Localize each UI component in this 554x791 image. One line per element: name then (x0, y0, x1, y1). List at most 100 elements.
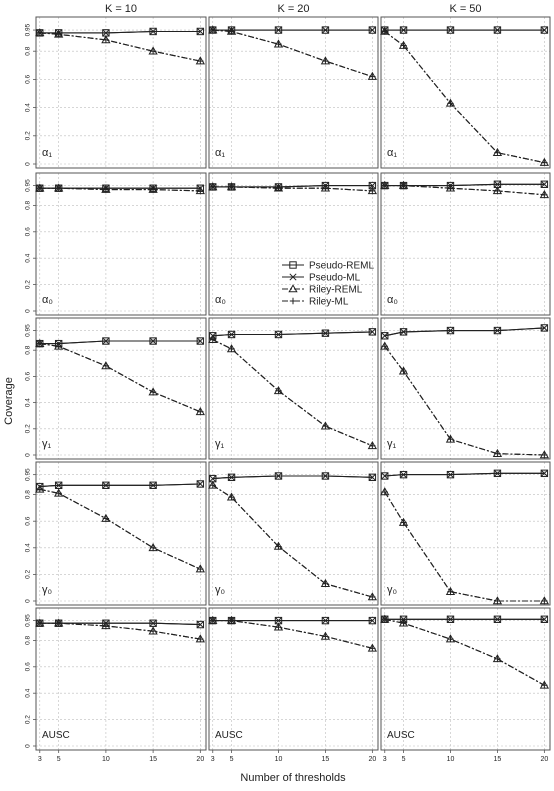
x-tick-label: 5 (402, 756, 406, 763)
data-point-plus (149, 627, 157, 635)
data-point-plus (102, 36, 110, 44)
data-point-plus (381, 488, 388, 496)
data-point-plus (447, 588, 454, 595)
data-point-plus (447, 436, 454, 443)
data-point-cross (399, 26, 408, 34)
data-point-plus (55, 185, 62, 192)
data-point-plus (149, 186, 157, 193)
column-header-3: K = 50 (449, 3, 481, 15)
series-line-plus (212, 339, 373, 447)
panel-r4-c3: γ₀ (380, 461, 551, 606)
panel-param-label: α₀ (215, 294, 226, 306)
data-point-plus (197, 57, 204, 65)
series-line-plus (212, 620, 373, 649)
data-point-cross (493, 326, 501, 335)
data-point-plus (541, 597, 548, 605)
panel-r5-c1: 0 0.2 0.4 0.6 0.8 0.95 3 5 10 15 20 AUSC (25, 607, 207, 763)
y-tick-label: 0 (25, 744, 32, 748)
x-tick-label: 3 (38, 756, 42, 763)
data-point-plus (55, 31, 62, 38)
panel-frame (35, 461, 207, 606)
legend-label: Riley-REML (309, 285, 363, 296)
data-point-cross (493, 615, 501, 623)
data-point-plus (102, 186, 110, 193)
data-point-plus (228, 183, 235, 191)
data-point-cross (196, 337, 204, 345)
panel-param-label: γ₁ (215, 438, 225, 450)
data-point-plus (494, 187, 501, 195)
panel-param-label: α₁ (42, 147, 52, 159)
panel-param-label: γ₁ (42, 438, 52, 450)
x-tick-label: 15 (494, 756, 502, 763)
panel-frame (208, 172, 379, 316)
panel-r5-c3: 3 5 10 15 20 AUSC (380, 607, 551, 763)
y-tick-label: 0.4 (25, 253, 32, 262)
y-tick-label: 0.95 (25, 468, 32, 481)
data-point-plus (494, 597, 501, 605)
panel-r3-c3: γ₁ (380, 317, 551, 460)
x-tick-label: 10 (447, 756, 455, 763)
data-point-cross (368, 473, 376, 481)
data-point-cross (102, 29, 110, 37)
series-line-cross (39, 30, 201, 34)
y-tick-label: 0.6 (25, 75, 32, 84)
data-point-plus (209, 336, 216, 343)
data-point-cross (493, 26, 501, 34)
data-point-plus (102, 515, 110, 522)
data-point-plus (228, 494, 235, 501)
data-point-plus (209, 183, 216, 191)
series-line-cross (39, 483, 201, 488)
data-point-plus (381, 616, 388, 623)
x-tick-label: 15 (322, 756, 330, 763)
column-header-2: K = 20 (277, 3, 309, 15)
panel-r2-c3: α₀ (380, 172, 551, 316)
panel-frame (208, 461, 379, 606)
panel-r3-c1: 0 0.2 0.4 0.6 0.8 0.95 γ₁ (25, 317, 207, 460)
y-tick-label: 0.4 (25, 398, 32, 407)
data-point-plus (541, 191, 548, 199)
panel-r2-c1: 0 0.2 0.4 0.6 0.8 0.95 α₀ (25, 172, 207, 316)
data-point-plus (36, 620, 43, 627)
y-axis-label: Coverage (3, 377, 15, 425)
data-point-cross (274, 617, 283, 625)
panel-r4-c1: 0 0.2 0.4 0.6 0.8 0.95 γ₀ (25, 461, 207, 606)
series-line-cross (212, 185, 373, 188)
y-tick-label: 0.8 (25, 46, 32, 55)
data-point-plus (149, 388, 157, 396)
data-point-cross (493, 180, 501, 188)
y-tick-label: 0.4 (25, 688, 32, 697)
series-line-cross (384, 327, 545, 337)
data-point-plus (197, 187, 204, 195)
series-line-cross (39, 340, 201, 345)
series-line-triangle (384, 491, 545, 602)
y-tick-label: 0.95 (25, 324, 32, 337)
panel-frame (35, 317, 207, 460)
data-point-plus (275, 387, 282, 395)
panel-frame (380, 607, 551, 751)
y-tick-label: 0 (25, 162, 32, 166)
y-tick-label: 0.4 (25, 103, 32, 112)
y-tick-label: 0.8 (25, 490, 32, 499)
data-point-plus (381, 182, 388, 189)
data-point-plus (369, 593, 376, 601)
panel-frame (35, 16, 207, 169)
panel-param-label: AUSC (387, 730, 415, 741)
data-point-plus (400, 367, 407, 375)
y-tick-label: 0.2 (25, 424, 32, 433)
y-tick-label: 0.2 (25, 131, 32, 140)
data-point-cross (274, 26, 283, 34)
data-point-plus (55, 343, 62, 350)
series-line-plus (39, 622, 201, 640)
data-point-plus (228, 617, 235, 624)
data-point-cross (321, 329, 329, 337)
panel-r4-c2: γ₀ (208, 461, 379, 606)
data-point-plus (541, 159, 548, 166)
data-point-cross (368, 26, 376, 34)
data-point-cross (446, 326, 455, 335)
data-point-plus (228, 345, 235, 353)
series-line-cross (212, 475, 373, 480)
series-line-triangle (212, 29, 373, 78)
data-point-plus (275, 185, 282, 192)
data-point-plus (275, 624, 282, 631)
